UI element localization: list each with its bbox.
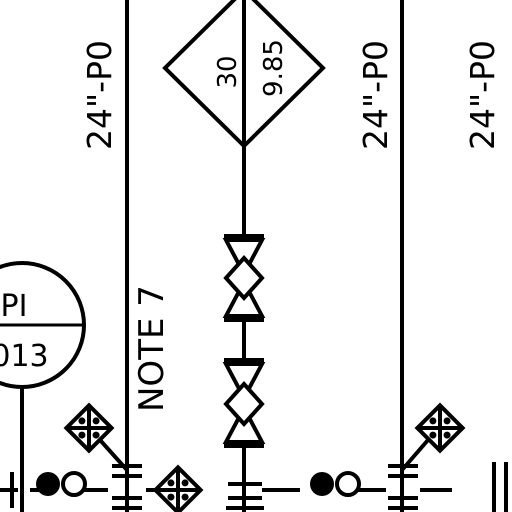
line-label-left: 24"-P0 <box>80 40 119 150</box>
connection-circles-left <box>36 471 87 497</box>
line-label-right: 24"-P0 <box>463 40 502 150</box>
connection-circles-right <box>310 471 361 497</box>
instrument-bubble: PI 013 <box>0 261 86 389</box>
cross-valve-bottom <box>155 467 200 512</box>
diamond-bottom-value: 9.85 <box>259 39 289 97</box>
gate-valve-lower <box>222 358 266 448</box>
diamond-top-value: 30 <box>213 55 243 88</box>
instrument-tag-type: PI <box>1 289 28 324</box>
gate-valve-upper <box>222 234 266 322</box>
line-label-mid: 24"-P0 <box>356 40 395 150</box>
note-label: NOTE 7 <box>132 285 172 412</box>
diamond-indicator: 30 9.85 <box>162 0 326 149</box>
instrument-tag-number: 013 <box>0 339 49 374</box>
